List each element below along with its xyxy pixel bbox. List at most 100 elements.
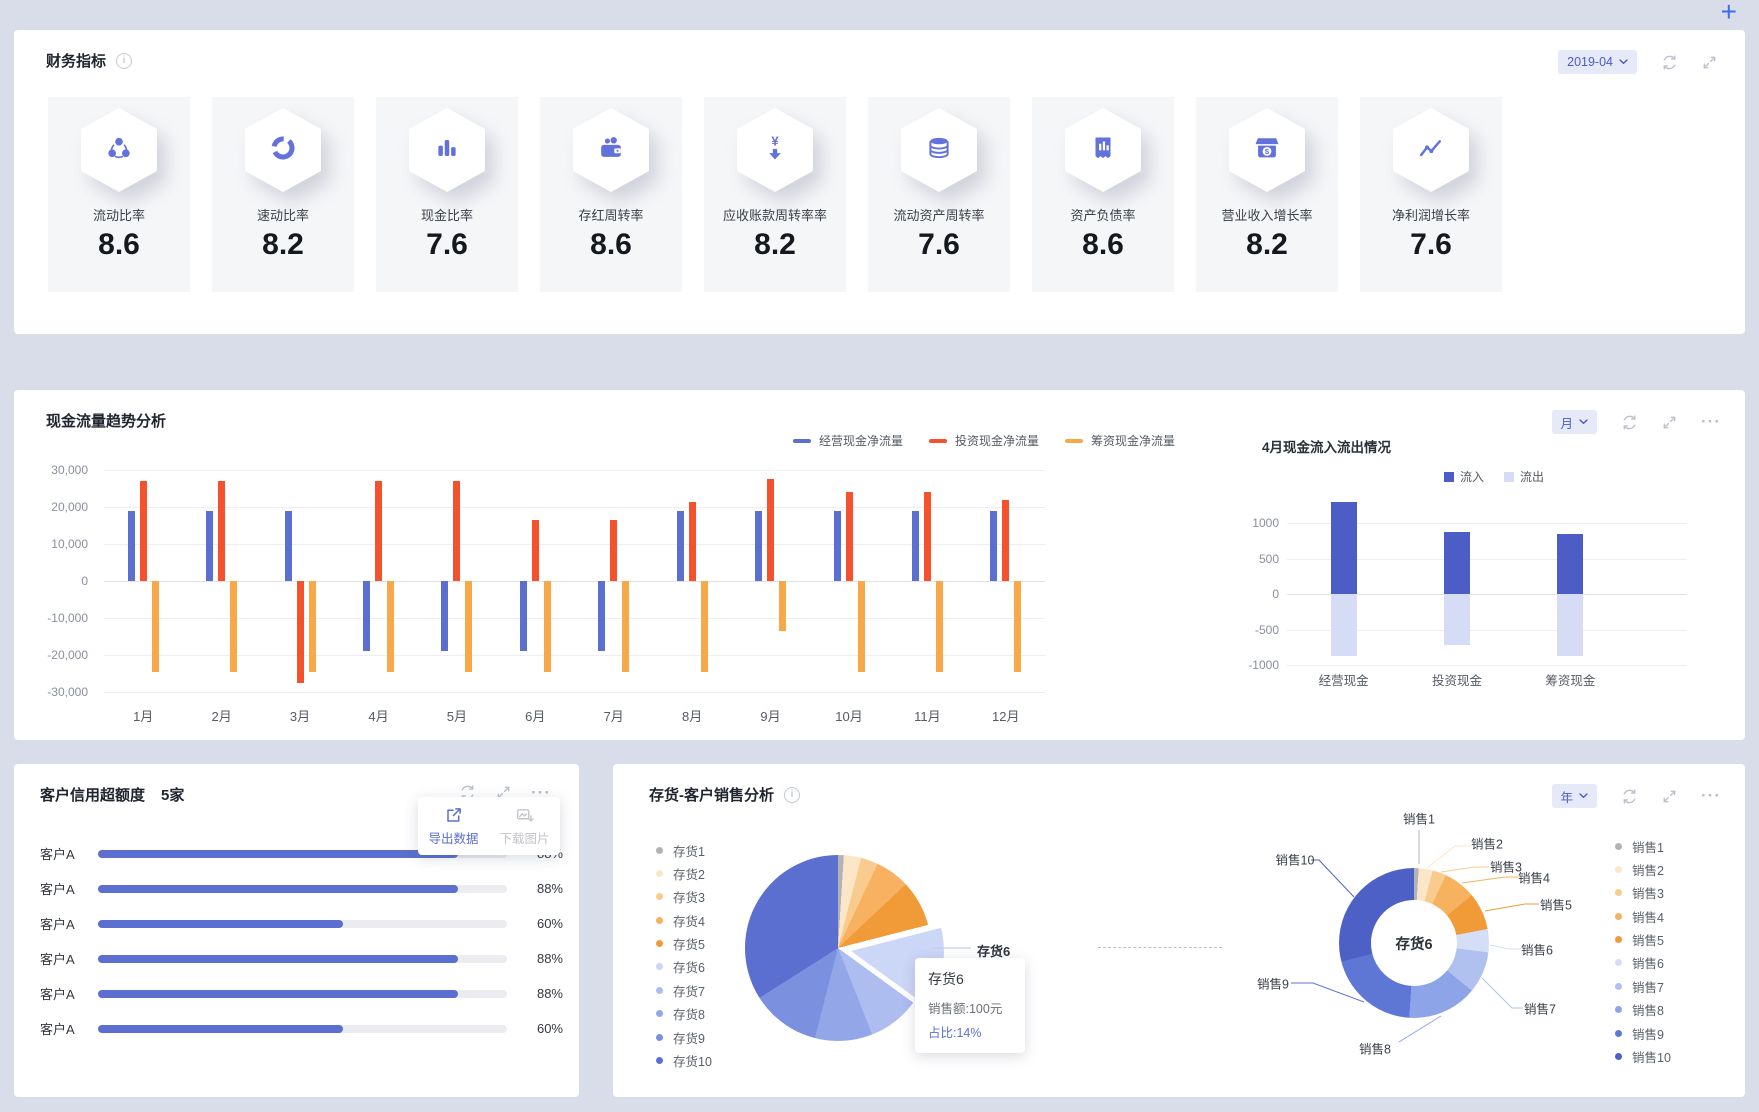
trend-bar[interactable] <box>911 510 919 581</box>
legend-item[interactable]: 销售2 <box>1615 861 1671 878</box>
legend-item[interactable]: 销售10 <box>1615 1049 1671 1065</box>
export-data-menu-item[interactable]: 导出数据 <box>418 797 489 855</box>
trend-bar[interactable] <box>230 581 238 672</box>
trend-bar[interactable] <box>833 510 841 581</box>
legend-item[interactable]: 存货1 <box>656 842 712 859</box>
legend-item[interactable]: 存货3 <box>656 889 712 905</box>
legend-item[interactable]: 存货2 <box>656 865 712 882</box>
trend-bar[interactable] <box>465 581 473 672</box>
legend-item[interactable]: 流出 <box>1504 468 1544 485</box>
trend-bar[interactable] <box>284 510 292 581</box>
trend-bar[interactable] <box>845 492 853 581</box>
trend-bar[interactable] <box>151 581 159 672</box>
trend-bar[interactable] <box>296 581 304 683</box>
trend-bar[interactable] <box>700 581 708 672</box>
period-selector[interactable]: 月 <box>1551 410 1598 434</box>
metric-card[interactable]: 资产负债率 8.6 <box>1032 97 1174 292</box>
refresh-icon[interactable] <box>1621 414 1638 431</box>
inventory-pie-highlight-slice[interactable] <box>758 858 944 1044</box>
legend-item[interactable]: 存货9 <box>656 1029 712 1046</box>
legend-item[interactable]: 销售8 <box>1615 1002 1671 1018</box>
legend-item[interactable]: 销售1 <box>1615 838 1671 855</box>
info-icon[interactable]: i <box>116 52 133 69</box>
legend-item[interactable]: 销售3 <box>1615 885 1671 901</box>
trend-bar[interactable] <box>519 581 527 652</box>
trend-bar[interactable] <box>676 510 684 581</box>
trend-bar[interactable] <box>375 481 382 581</box>
metric-card[interactable]: $ 营业收入增长率 8.2 <box>1196 97 1338 292</box>
legend-item[interactable]: 存货5 <box>656 936 712 952</box>
trend-bar[interactable] <box>139 481 147 581</box>
legend-item[interactable]: 销售5 <box>1615 932 1671 948</box>
add-widget-button[interactable]: + <box>1720 0 1737 27</box>
trend-bar[interactable] <box>127 510 135 581</box>
credit-row[interactable]: 客户A 60% <box>40 1011 563 1046</box>
trend-bar[interactable] <box>543 581 551 672</box>
april-bar[interactable] <box>1444 531 1470 594</box>
april-bar[interactable] <box>1330 594 1357 656</box>
trend-bar[interactable] <box>441 581 449 652</box>
legend-item[interactable]: 流入 <box>1444 468 1484 485</box>
legend-item[interactable]: 销售4 <box>1615 908 1671 925</box>
refresh-icon[interactable] <box>1621 788 1638 805</box>
legend-item[interactable]: 存货7 <box>656 982 712 999</box>
sales-donut-chart[interactable]: 存货6 <box>1339 868 1489 1018</box>
credit-row[interactable]: 客户A 88% <box>40 941 563 976</box>
trend-bar[interactable] <box>308 581 316 672</box>
metric-card[interactable]: 净利润增长率 7.6 <box>1360 97 1502 292</box>
trend-bar[interactable] <box>610 519 618 581</box>
more-options-icon[interactable]: ··· <box>1701 412 1721 431</box>
legend-item[interactable]: 销售9 <box>1615 1025 1671 1042</box>
trend-bar[interactable] <box>206 510 214 581</box>
trend-bar[interactable] <box>688 501 696 581</box>
trend-bar[interactable] <box>363 581 370 652</box>
credit-row[interactable]: 客户A 60% <box>40 906 563 941</box>
legend-item[interactable]: 存货6 <box>656 959 712 975</box>
period-selector[interactable]: 年 <box>1551 784 1598 808</box>
legend-item[interactable]: 经营现金净流量 <box>793 432 903 449</box>
legend-item[interactable]: 存货10 <box>656 1053 712 1069</box>
legend-item[interactable]: 存货8 <box>656 1006 712 1022</box>
trend-bar[interactable] <box>923 492 931 581</box>
legend-item[interactable]: 销售6 <box>1615 955 1671 971</box>
legend-item[interactable]: 筹资现金净流量 <box>1065 432 1175 449</box>
legend-item[interactable]: 投资现金净流量 <box>929 432 1039 449</box>
april-bar[interactable] <box>1330 501 1357 594</box>
credit-row[interactable]: 客户A 88% <box>40 976 563 1011</box>
legend-item[interactable]: 销售7 <box>1615 978 1671 995</box>
trend-bar[interactable] <box>767 479 774 582</box>
refresh-icon[interactable] <box>459 784 476 801</box>
metric-card[interactable]: 速动比率 8.2 <box>212 97 354 292</box>
april-bar[interactable] <box>1557 594 1584 656</box>
april-bar[interactable] <box>1444 594 1470 646</box>
metric-card[interactable]: 现金比率 7.6 <box>376 97 518 292</box>
trend-bar[interactable] <box>935 581 943 672</box>
download-image-menu-item[interactable]: 下载图片 <box>489 797 560 855</box>
refresh-icon[interactable] <box>1661 54 1678 71</box>
april-bar[interactable] <box>1557 534 1584 594</box>
expand-icon[interactable] <box>1662 789 1677 804</box>
date-selector[interactable]: 2019-04 <box>1558 50 1637 74</box>
trend-bar[interactable] <box>1002 499 1010 581</box>
expand-icon[interactable] <box>1702 55 1717 70</box>
trend-bar[interactable] <box>218 481 226 581</box>
metric-card[interactable]: 存红周转率 8.6 <box>540 97 682 292</box>
trend-bar[interactable] <box>531 519 539 581</box>
trend-bar[interactable] <box>755 510 762 581</box>
credit-row[interactable]: 客户A 88% <box>40 871 563 906</box>
trend-bar[interactable] <box>622 581 630 672</box>
trend-bar[interactable] <box>1014 581 1022 672</box>
trend-bar[interactable] <box>453 481 461 581</box>
metric-card[interactable]: ¥ 应收账款周转率率 8.2 <box>704 97 846 292</box>
trend-bar[interactable] <box>857 581 865 672</box>
trend-bar[interactable] <box>598 581 606 652</box>
trend-bar[interactable] <box>990 510 998 581</box>
more-options-icon[interactable]: ··· <box>531 782 551 802</box>
expand-icon[interactable] <box>1662 415 1677 430</box>
trend-bar[interactable] <box>779 581 786 631</box>
metric-card[interactable]: 流动比率 8.6 <box>48 97 190 292</box>
info-icon[interactable]: i <box>784 786 800 803</box>
more-options-icon[interactable]: ··· <box>1701 786 1721 805</box>
metric-card[interactable]: 流动资产周转率 7.6 <box>868 97 1010 292</box>
trend-bar[interactable] <box>387 581 394 672</box>
